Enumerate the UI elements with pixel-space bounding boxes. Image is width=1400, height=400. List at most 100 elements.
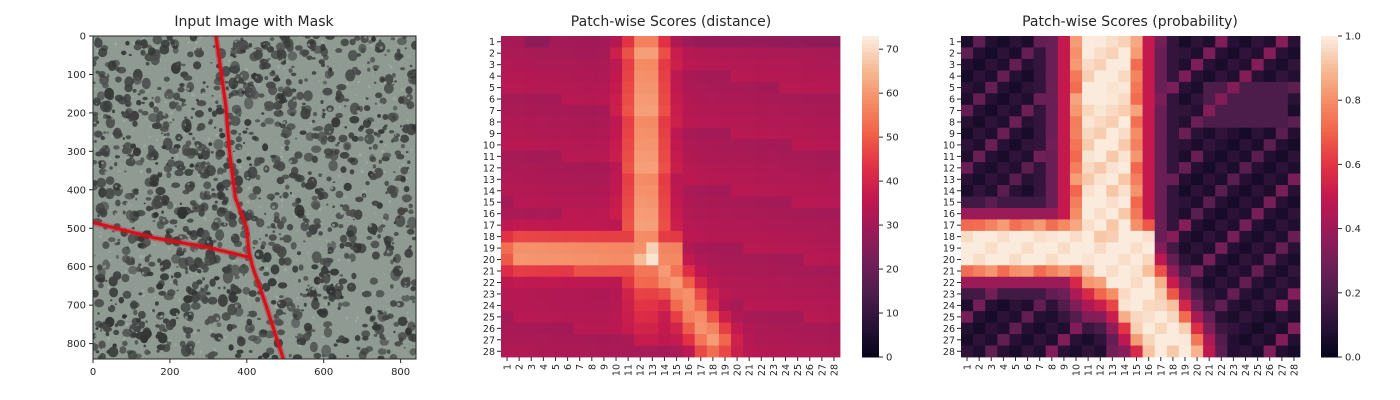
heatmap-cell: [743, 299, 756, 312]
col-label: 24: [781, 364, 792, 376]
heatmap-cell: [1021, 173, 1035, 186]
heatmap-cell: [755, 127, 768, 140]
heatmap-cell: [622, 139, 635, 152]
heatmap-cell: [779, 230, 792, 243]
heatmap-cell: [1094, 230, 1107, 243]
heatmap-cell: [1215, 47, 1228, 60]
heatmap-cell: [1057, 93, 1071, 106]
heatmap-cell: [561, 36, 575, 48]
heatmap-cell: [961, 185, 974, 197]
heatmap-cell: [634, 242, 647, 255]
heatmap-cell: [973, 36, 986, 48]
heatmap-cell: [1045, 276, 1059, 289]
heatmap-cell: [549, 116, 562, 129]
heatmap-cell: [634, 127, 647, 140]
heatmap-cell: [1033, 47, 1047, 60]
heatmap-cell: [513, 345, 526, 358]
heatmap-cell: [1166, 36, 1180, 48]
heatmap-cell: [501, 185, 514, 197]
heatmap-cell: [1287, 311, 1301, 323]
heatmap-cell: [561, 299, 575, 312]
heatmap-cell: [1106, 322, 1119, 335]
heatmap-cell: [1239, 47, 1252, 60]
heatmap-cell: [815, 36, 829, 48]
col-label: 16: [1144, 364, 1155, 376]
heatmap-cell: [1191, 173, 1204, 186]
heatmap-cell: [743, 36, 756, 48]
heatmap-cell: [1166, 150, 1180, 163]
heatmap-cell: [1203, 116, 1216, 129]
heatmap-cell: [1142, 81, 1156, 94]
heatmap-cell: [1106, 150, 1119, 163]
heatmap-cell: [646, 185, 659, 197]
heatmap-cell: [779, 322, 792, 335]
heatmap-cell: [1069, 299, 1083, 312]
heatmap-cell: [767, 311, 780, 323]
heatmap-cell: [731, 253, 744, 266]
heatmap-cell: [658, 47, 671, 60]
heatmap-cell: [1045, 173, 1059, 186]
heatmap-cell: [549, 139, 562, 152]
heatmap-cell: [1251, 276, 1265, 289]
heatmap-cell: [1033, 299, 1047, 312]
heatmap-cell: [1251, 185, 1265, 197]
heatmap-cell: [646, 58, 659, 71]
heatmap-cell: [537, 116, 550, 129]
heatmap-cell: [1094, 150, 1107, 163]
heatmap-cell: [1203, 70, 1216, 83]
heatmap-cell: [1275, 127, 1289, 140]
heatmap-cell: [670, 219, 684, 232]
heatmap-cell: [1057, 150, 1071, 163]
heatmap-cell: [1130, 299, 1144, 312]
heatmap-cell: [1033, 334, 1047, 346]
heatmap-cell: [1033, 36, 1047, 48]
heatmap-cell: [767, 345, 780, 358]
heatmap-cell: [1057, 265, 1071, 278]
heatmap-cell: [743, 276, 756, 289]
row-label: 8: [949, 117, 955, 128]
heatmap-cell: [1227, 196, 1240, 209]
row-label: 13: [483, 175, 495, 186]
heatmap-cell: [827, 196, 841, 209]
heatmap-cell: [755, 81, 768, 94]
heatmap-cell: [501, 104, 514, 117]
heatmap-cell: [985, 196, 998, 209]
heatmap-cell: [597, 116, 611, 129]
heatmap-cell: [1142, 265, 1156, 278]
heatmap-cell: [1130, 185, 1144, 197]
heatmap-cell: [827, 219, 841, 232]
heatmap-cell: [1154, 230, 1168, 243]
heatmap-cell: [1191, 242, 1204, 255]
heatmap-cell: [985, 299, 998, 312]
heatmap-cell: [779, 173, 792, 186]
heatmap-cell: [561, 253, 575, 266]
heatmap-cell: [525, 36, 538, 48]
heatmap-cell: [815, 104, 829, 117]
heatmap-cell: [815, 116, 829, 129]
heatmap-cell: [731, 162, 744, 174]
heatmap-cell: [549, 345, 562, 358]
heatmap-cell: [791, 253, 805, 266]
heatmap-cell: [1275, 276, 1289, 289]
heatmap-cell: [573, 104, 587, 117]
col-label: 16: [684, 364, 695, 376]
heatmap-cell: [997, 150, 1010, 163]
heatmap-cell: [1021, 219, 1035, 232]
heatmap-cell: [1154, 276, 1168, 289]
heatmap-cell: [997, 207, 1010, 220]
heatmap-cell: [743, 58, 756, 71]
colorbar-tick-label: 0.2: [1345, 288, 1361, 299]
col-label: 11: [624, 364, 635, 376]
heatmap-cell: [622, 70, 635, 83]
heatmap-cell: [1251, 47, 1265, 60]
heatmap-cell: [646, 196, 659, 209]
heatmap-cell: [1009, 104, 1022, 117]
heatmap-cell: [537, 322, 550, 335]
heatmap-cell: [1033, 93, 1047, 106]
heatmap-cell: [961, 288, 974, 301]
heatmap-cell: [1154, 162, 1168, 174]
heatmap-cell: [1227, 230, 1240, 243]
heatmap-cell: [1263, 139, 1277, 152]
heatmap-cell: [803, 265, 817, 278]
heatmap-cell: [1154, 242, 1168, 255]
